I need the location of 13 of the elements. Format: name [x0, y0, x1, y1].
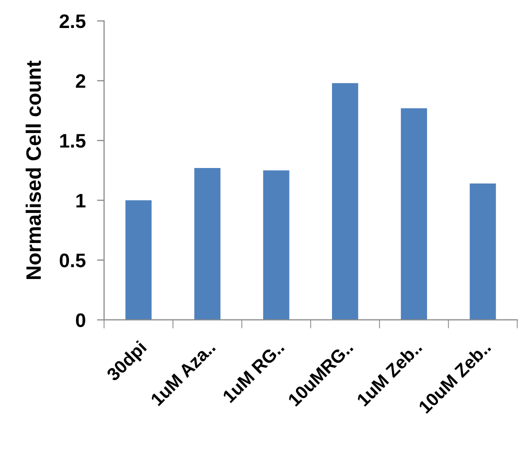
y-tick-label: 0.5 — [60, 254, 86, 268]
y-tick-label: 0 — [76, 313, 86, 328]
bar — [194, 168, 220, 320]
bar — [263, 170, 290, 320]
bar — [400, 108, 428, 320]
y-tick-label: 1.5 — [60, 134, 86, 148]
bar — [125, 200, 152, 320]
bar — [470, 184, 496, 320]
y-axis-title: Normalised Cell count — [26, 60, 41, 279]
y-tick-label: 1 — [76, 194, 86, 208]
bar — [332, 83, 358, 320]
y-tick-label: 2.5 — [60, 14, 86, 28]
y-tick-label: 2 — [76, 74, 86, 88]
